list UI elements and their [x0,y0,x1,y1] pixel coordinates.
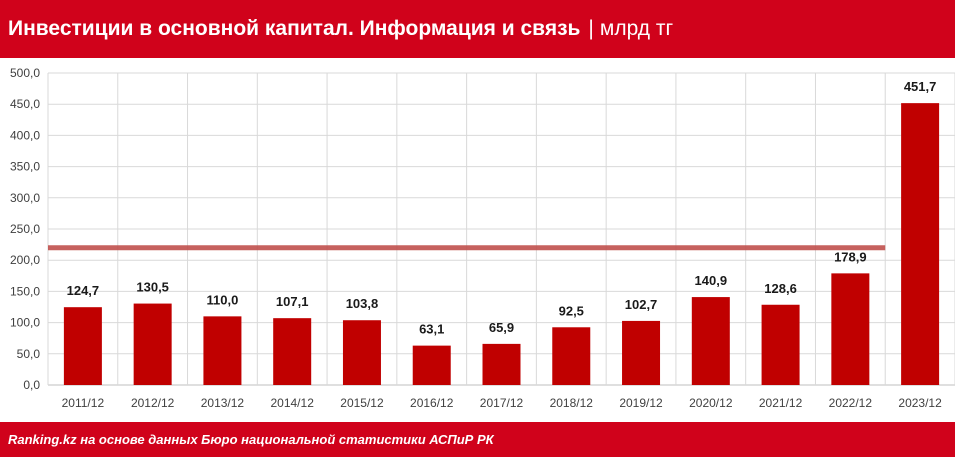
bar [273,318,312,385]
chart-unit: млрд тг [599,17,674,40]
bar [761,304,800,385]
x-tick-label: 2019/12 [619,396,663,410]
x-tick-label: 2018/12 [550,396,594,410]
y-tick-label: 150,0 [10,284,40,298]
data-label: 63,1 [419,322,444,337]
y-tick-label: 250,0 [10,222,40,236]
data-label: 65,9 [489,320,514,335]
chart-title: Инвестиции в основной капитал. Информаци… [8,17,581,40]
bar-chart: 0,0 50,0 100,0 150,0 200,0 250,0 300,0 350,0 400… [10,66,955,410]
x-tick-label: 2017/12 [480,396,524,410]
data-label: 140,9 [695,273,728,288]
bar [691,297,730,385]
bar [412,345,451,385]
y-tick-label: 350,0 [10,160,40,174]
source-footer: Ranking.kz на основе данных Бюро национа… [0,422,955,457]
data-label: 124,7 [67,283,100,298]
chart-area: 0,0 50,0 100,0 150,0 200,0 250,0 300,0 350,0 400… [0,58,955,422]
y-tick-label: 0,0 [23,378,40,392]
bar [552,327,591,385]
bar [831,273,870,385]
bar [63,307,102,385]
bar [203,316,242,385]
x-tick-label: 2016/12 [410,396,454,410]
y-tick-label: 500,0 [10,66,40,80]
data-label: 103,8 [346,296,379,311]
bar [342,320,381,385]
x-tick-label: 2014/12 [270,396,314,410]
title-separator: | [588,17,594,40]
x-tick-label: 2015/12 [340,396,384,410]
x-tick-label: 2012/12 [131,396,175,410]
bar [901,103,940,386]
y-tick-label: 100,0 [10,316,40,330]
x-tick-label: 2023/12 [898,396,942,410]
bar [482,343,521,385]
y-tick-label: 300,0 [10,191,40,205]
data-label: 110,0 [207,292,239,307]
data-label: 107,1 [276,294,309,309]
x-tick-label: 2013/12 [201,396,245,410]
bar [622,320,661,385]
y-tick-label: 200,0 [10,253,40,267]
data-label: 102,7 [625,297,658,312]
x-tick-label: 2020/12 [689,396,733,410]
data-label: 92,5 [559,303,584,318]
x-tick-label: 2011/12 [62,396,105,410]
data-label: 178,9 [834,249,867,264]
source-text: Ranking.kz на основе данных Бюро национа… [8,432,494,447]
x-tick-label: 2021/12 [759,396,803,410]
y-tick-label: 50,0 [17,347,41,361]
y-tick-label: 400,0 [10,128,40,142]
data-label: 130,5 [136,280,169,295]
y-tick-label: 450,0 [10,97,40,111]
bar [133,303,172,385]
x-tick-label: 2022/12 [829,396,873,410]
data-label: 451,7 [904,79,937,94]
data-label: 128,6 [764,281,797,296]
chart-header: Инвестиции в основной капитал. Информаци… [0,0,955,58]
